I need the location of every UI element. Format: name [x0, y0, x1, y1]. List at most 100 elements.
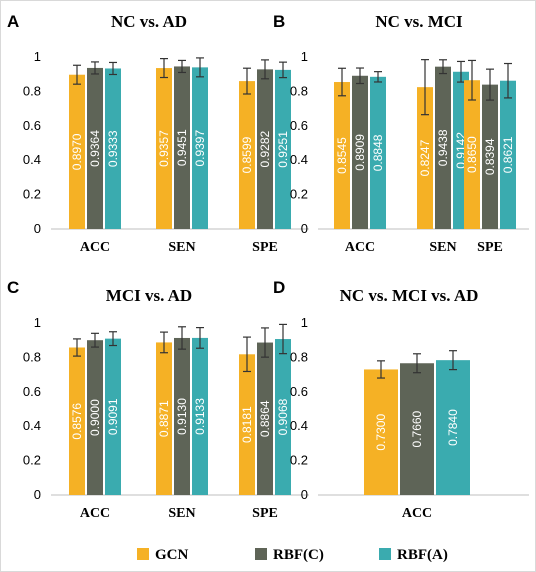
x-category-label: ACC [402, 506, 432, 521]
bar-A-spe-0 [239, 81, 255, 229]
bar-value-label: 0.9438 [436, 129, 450, 166]
bar-value-label: 0.8394 [483, 138, 497, 175]
bar-value-label: 0.8621 [501, 136, 515, 173]
x-category-label: SEN [429, 240, 456, 255]
bar-C-sen-0 [156, 342, 172, 495]
bar-value-label: 0.9130 [175, 398, 189, 435]
panel-letter: A [7, 12, 19, 31]
bar-value-label: 0.8247 [418, 139, 432, 176]
x-category-label: SPE [252, 240, 278, 255]
x-category-label: SEN [168, 240, 195, 255]
bar-B-sen-0 [417, 87, 433, 229]
chart-panel-C: C MCI vs. AD 0 0.2 0.4 0.6 0.8 1 0.8576 0.9000 0.9… [7, 278, 309, 521]
panel-letter: C [7, 278, 19, 297]
bar-value-label: 0.9357 [157, 130, 171, 167]
error-bar [109, 61, 117, 76]
bar-C-sen-1 [174, 337, 190, 495]
legend: GCN RBF(C) RBF(A) [137, 547, 448, 563]
bar-C-sen-2 [192, 337, 208, 495]
bar-B-acc-2 [370, 76, 386, 230]
bar-A-spe-2 [275, 69, 291, 229]
bar-value-label: 0.9068 [276, 398, 290, 435]
bar-A-spe-1 [257, 69, 273, 229]
bar-A-sen-1 [174, 66, 190, 229]
error-bar [449, 350, 457, 371]
error-bar [160, 57, 168, 79]
legend-swatch-2 [379, 548, 391, 560]
error-bar [374, 71, 382, 83]
bar-value-label: 0.8970 [70, 133, 84, 170]
x-category-label: SEN [168, 506, 195, 521]
bar-value-label: 0.9000 [88, 399, 102, 436]
y-tick-label: 0 [301, 487, 308, 502]
y-tick-label: 0.6 [290, 118, 308, 133]
error-bar [196, 57, 204, 78]
panel-letter: D [273, 278, 285, 297]
bar-value-label: 0.7840 [446, 409, 460, 446]
error-bar [73, 338, 81, 357]
bar-B-acc-1 [352, 75, 368, 229]
bar-value-label: 0.8650 [465, 136, 479, 173]
error-bar [413, 353, 421, 374]
error-bar [178, 326, 186, 350]
bar-D-acc-2 [436, 360, 470, 495]
y-tick-label: 0.8 [23, 83, 41, 98]
error-bar [439, 59, 447, 75]
chart-panel-D: D NC vs. MCI vs. AD 0 0.2 0.4 0.6 0.8 1 0.7300 0.… [273, 278, 529, 521]
bar-value-label: 0.7300 [374, 414, 388, 451]
bar-A-acc-0 [69, 74, 85, 229]
x-category-label: SPE [477, 240, 503, 255]
error-bar [109, 331, 117, 347]
error-bar [178, 59, 186, 74]
bar-value-label: 0.8576 [70, 403, 84, 440]
bar-B-sen-1 [435, 66, 451, 229]
x-category-label: ACC [80, 240, 110, 255]
bar-A-sen-2 [192, 67, 208, 229]
bar-value-label: 0.9333 [106, 130, 120, 167]
bar-C-acc-2 [105, 338, 121, 495]
y-tick-label: 0.2 [290, 187, 308, 202]
panel-title: NC vs. MCI vs. AD [340, 286, 479, 305]
error-bar [91, 332, 99, 348]
bar-B-spe-2 [500, 80, 516, 229]
bar-value-label: 0.8599 [240, 136, 254, 173]
y-tick-label: 0.8 [23, 349, 41, 364]
error-bar [421, 59, 429, 116]
y-tick-label: 0.6 [23, 118, 41, 133]
bar-B-acc-0 [334, 82, 350, 229]
y-tick-label: 0 [34, 221, 41, 236]
bar-value-label: 0.9133 [193, 398, 207, 435]
bar-value-label: 0.8545 [335, 137, 349, 174]
legend-label-0: GCN [155, 547, 189, 563]
error-bar [243, 67, 251, 95]
y-tick-label: 0.2 [23, 453, 41, 468]
y-tick-label: 0.6 [23, 384, 41, 399]
error-bar [468, 59, 476, 101]
y-tick-label: 0 [301, 221, 308, 236]
bar-value-label: 0.7660 [410, 410, 424, 447]
bar-value-label: 0.8848 [371, 134, 385, 171]
x-category-label: ACC [345, 240, 375, 255]
error-bar [261, 59, 269, 80]
panel-title: NC vs. MCI [375, 12, 463, 31]
bar-C-acc-0 [69, 347, 85, 495]
bar-value-label: 0.9251 [276, 131, 290, 168]
bar-A-acc-2 [105, 68, 121, 229]
y-tick-label: 0.4 [23, 418, 41, 433]
x-category-label: SPE [252, 506, 278, 521]
y-tick-label: 1 [301, 49, 308, 64]
chart-panel-B: B NC vs. MCI 0 0.2 0.4 0.6 0.8 1 0.8545 0.8909 0.8… [273, 12, 529, 255]
panel-title: MCI vs. AD [106, 286, 192, 305]
bar-C-acc-1 [87, 340, 103, 495]
bar-C-spe-2 [275, 339, 291, 495]
error-bar [73, 64, 81, 85]
x-category-label: ACC [80, 506, 110, 521]
y-tick-label: 1 [34, 315, 41, 330]
y-tick-label: 0 [34, 487, 41, 502]
legend-label-2: RBF(A) [397, 547, 448, 563]
bar-value-label: 0.9397 [193, 130, 207, 167]
legend-swatch-1 [255, 548, 267, 560]
bar-value-label: 0.8181 [240, 406, 254, 443]
y-tick-label: 0.8 [290, 83, 308, 98]
